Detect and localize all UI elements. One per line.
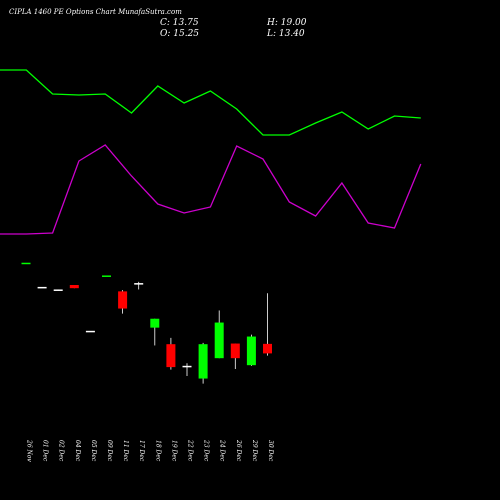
x-tick-label: 23 Dec (203, 439, 210, 462)
x-tick-label: 24 Dec (219, 439, 226, 462)
x-tick-label: 17 Dec (138, 440, 145, 462)
low-value: L: 13.40 (267, 29, 305, 39)
candle-body (21, 262, 31, 265)
x-tick-label: 22 Dec (187, 439, 194, 462)
high-value: H: 19.00 (267, 18, 307, 28)
x-tick-label: 29 Dec (251, 439, 258, 462)
candle-body (118, 291, 128, 309)
close-value: C: 13.75 (160, 18, 199, 28)
x-tick-label: 04 Dec (74, 440, 81, 462)
candle-body (166, 344, 176, 368)
candle-body (246, 336, 256, 366)
x-tick-label: 05 Dec (90, 440, 97, 462)
candle-body (53, 289, 63, 291)
candle-body (230, 343, 240, 359)
x-tick-label: 09 Dec (106, 440, 113, 462)
candle-body (102, 275, 111, 277)
x-tick-label: 30 Dec (267, 440, 274, 462)
candle-body (182, 365, 192, 368)
x-tick-label: 18 Dec (154, 440, 161, 462)
x-tick-label: 01 Dec (42, 440, 49, 462)
x-tick-label: 19 Dec (170, 440, 177, 462)
open-value: O: 15.25 (160, 29, 200, 39)
candle-body (85, 330, 95, 333)
candle-body (134, 283, 144, 285)
upper-indicator-line (0, 69, 421, 136)
candle-body (69, 285, 79, 289)
lower-indicator-line (0, 144, 422, 235)
candle-body (214, 322, 224, 359)
candle-body (198, 344, 208, 379)
candle-body (263, 343, 272, 354)
x-tick-label: 26 Nov (26, 439, 33, 462)
x-tick-label: 02 Dec (58, 440, 65, 462)
candle-body (150, 318, 160, 328)
x-tick-label: 11 Dec (122, 440, 129, 462)
candle-body (37, 286, 47, 289)
chart-title: CIPLA 1460 PE Options Chart MunafaSutra.… (9, 8, 182, 16)
x-tick-label: 26 Dec (235, 439, 242, 462)
